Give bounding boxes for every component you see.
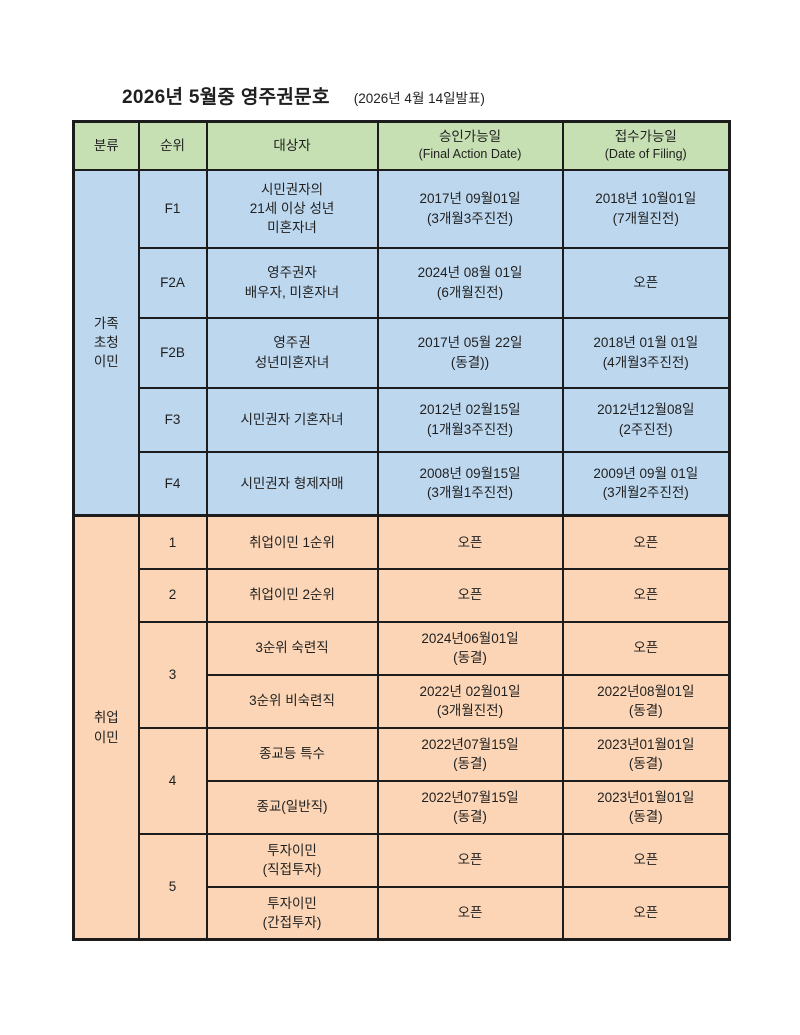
filing-cell: 2023년01월01일 (동결) (561, 779, 731, 835)
table-row: 5 투자이민 (직접투자) 오픈 오픈 (74, 832, 731, 941)
final-action-cell: 2017년 05월 22일 (동결)) (376, 316, 564, 389)
target-cell: 시민권자 형제자매 (205, 450, 379, 517)
final-action-cell: 2012년 02월15일 (1개월3주진전) (376, 386, 564, 453)
preference-cell: F1 (137, 168, 208, 249)
final-action-cell: 오픈 (376, 567, 564, 623)
final-action-cell: 2022년07월15일 (동결) (376, 726, 564, 782)
filing-cell: 오픈 (561, 567, 731, 623)
filing-cell: 오픈 (561, 246, 731, 319)
table-row: 가족 초청 이민 F1 시민권자의 21세 이상 성년 미혼자녀 2017년 09월01일 (3… (72, 168, 731, 517)
header-filing: 접수가능일 (Date of Filing) (561, 120, 731, 171)
preference-cell: F3 (137, 386, 208, 453)
table-row: F2B 영주권 성년미혼자녀 2017년 05월 22일 (동결)) 2018년 01월 … (74, 316, 731, 389)
preference-cell: 1 (137, 514, 208, 570)
final-action-cell: 2024년06월01일 (동결) (376, 620, 564, 676)
page-header: 2026년 5월중 영주권문호 (2026년 4월 14일발표) (122, 82, 485, 109)
visa-bulletin-table: 분류 순위 대상자 승인가능일 (Final Action Date) 접수가능… (72, 120, 731, 941)
header-preference: 순위 (137, 120, 208, 171)
preference-cell: F4 (137, 450, 208, 517)
table-row: 2 취업이민 2순위 오픈 오픈 (74, 567, 731, 623)
target-cell: 투자이민 (직접투자) (205, 832, 379, 888)
page-subtitle: (2026년 4월 14일발표) (353, 91, 485, 106)
header-category: 분류 (72, 120, 140, 171)
target-cell: 시민권자의 21세 이상 성년 미혼자녀 (205, 168, 379, 249)
table-row: F3 시민권자 기혼자녀 2012년 02월15일 (1개월3주진전) 2012년12월… (74, 386, 731, 453)
header-final-action: 승인가능일 (Final Action Date) (376, 120, 564, 171)
visa-table-body: 가족 초청 이민 F1 시민권자의 21세 이상 성년 미혼자녀 2017년 09월01일 (3… (72, 168, 731, 941)
category-cell-employment: 취업 이민 (72, 514, 140, 941)
preference-cell: 3 (137, 620, 208, 729)
target-cell: 3순위 숙련직 (205, 620, 379, 676)
final-action-cell: 오픈 (376, 832, 564, 888)
table-row: 4 종교등 특수 2022년07월15일 (동결) 2023년01월01일 (동결) (74, 726, 731, 835)
target-cell: 시민권자 기혼자녀 (205, 386, 379, 453)
filing-cell: 2009년 09월 01일 (3개월2주진전) (561, 450, 731, 517)
filing-cell: 오픈 (561, 514, 731, 570)
preference-cell: 5 (137, 832, 208, 941)
final-action-cell: 오픈 (376, 514, 564, 570)
final-action-cell: 2022년07월15일 (동결) (376, 779, 564, 835)
table-row: 종교(일반직) 2022년07월15일 (동결) 2023년01월01일 (동결) (74, 779, 731, 835)
table-row: F2A 영주권자 배우자, 미혼자녀 2024년 08월 01일 (6개월진전) 오픈 (74, 246, 731, 319)
table-row: 3순위 비숙련직 2022년 02월01일 (3개월진전) 2022년08월01일 (동… (74, 673, 731, 729)
header-target: 대상자 (205, 120, 379, 171)
target-cell: 투자이민 (간접투자) (205, 885, 379, 941)
target-cell: 취업이민 1순위 (205, 514, 379, 570)
filing-cell: 오픈 (561, 832, 731, 888)
table-row: 취업 이민 1 취업이민 1순위 오픈 오픈 (72, 514, 731, 941)
filing-cell: 2012년12월08일 (2주진전) (561, 386, 731, 453)
final-action-cell: 2017년 09월01일 (3개월3주진전) (376, 168, 564, 249)
category-cell-family: 가족 초청 이민 (72, 168, 140, 517)
target-cell: 취업이민 2순위 (205, 567, 379, 623)
filing-cell: 2018년 01월 01일 (4개월3주진전) (561, 316, 731, 389)
filing-cell: 2023년01월01일 (동결) (561, 726, 731, 782)
table-row: F4 시민권자 형제자매 2008년 09월15일 (3개월1주진전) 2009년 09… (74, 450, 731, 517)
page-title: 2026년 5월중 영주권문호 (122, 87, 330, 108)
filing-cell: 오픈 (561, 885, 731, 941)
preference-cell: 4 (137, 726, 208, 835)
final-action-cell: 오픈 (376, 885, 564, 941)
target-cell: 종교(일반직) (205, 779, 379, 835)
header-row: 분류 순위 대상자 승인가능일 (Final Action Date) 접수가능… (72, 120, 731, 171)
table-row: 투자이민 (간접투자) 오픈 오픈 (74, 885, 731, 941)
final-action-cell: 2022년 02월01일 (3개월진전) (376, 673, 564, 729)
final-action-cell: 2008년 09월15일 (3개월1주진전) (376, 450, 564, 517)
target-cell: 영주권 성년미혼자녀 (205, 316, 379, 389)
filing-cell: 2018년 10월01일 (7개월진전) (561, 168, 731, 249)
target-cell: 종교등 특수 (205, 726, 379, 782)
filing-cell: 2022년08월01일 (동결) (561, 673, 731, 729)
filing-cell: 오픈 (561, 620, 731, 676)
preference-cell: F2B (137, 316, 208, 389)
preference-cell: F2A (137, 246, 208, 319)
table-row: 3 3순위 숙련직 2024년06월01일 (동결) 오픈 (74, 620, 731, 729)
target-cell: 영주권자 배우자, 미혼자녀 (205, 246, 379, 319)
preference-cell: 2 (137, 567, 208, 623)
final-action-cell: 2024년 08월 01일 (6개월진전) (376, 246, 564, 319)
target-cell: 3순위 비숙련직 (205, 673, 379, 729)
